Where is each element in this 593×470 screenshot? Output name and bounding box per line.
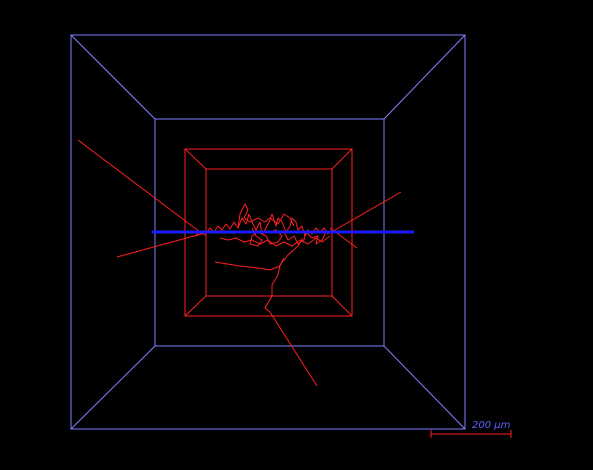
- neuron-arbor-upper: [237, 203, 295, 229]
- inner-box-edge-tl: [184, 148, 207, 170]
- outer-box-edge-tr: [383, 34, 466, 120]
- neuron-branch-descending: [264, 237, 318, 387]
- scale-bar-label: 200 µm: [472, 420, 511, 431]
- neuron-branch-horizontal-left: [214, 257, 285, 271]
- neuron-arbor-lower: [219, 235, 331, 247]
- outer-box-front-face: [70, 34, 466, 430]
- outer-bounding-box: [70, 34, 466, 430]
- outer-box-edge-bl: [70, 345, 156, 430]
- outer-box-edge-tl: [70, 34, 156, 120]
- scale-bar: 200 µm: [430, 420, 512, 438]
- neuron-morphology: [77, 139, 402, 387]
- neuron-branch-upper-left: [77, 139, 201, 233]
- inner-box-edge-bl: [184, 295, 207, 317]
- neuron-branch-upper-right: [334, 191, 402, 231]
- neuron-branch-lower-left: [116, 232, 206, 258]
- inner-box-edge-br: [331, 295, 353, 317]
- outer-box-edge-br: [383, 345, 466, 430]
- inner-box-edge-tr: [331, 148, 353, 170]
